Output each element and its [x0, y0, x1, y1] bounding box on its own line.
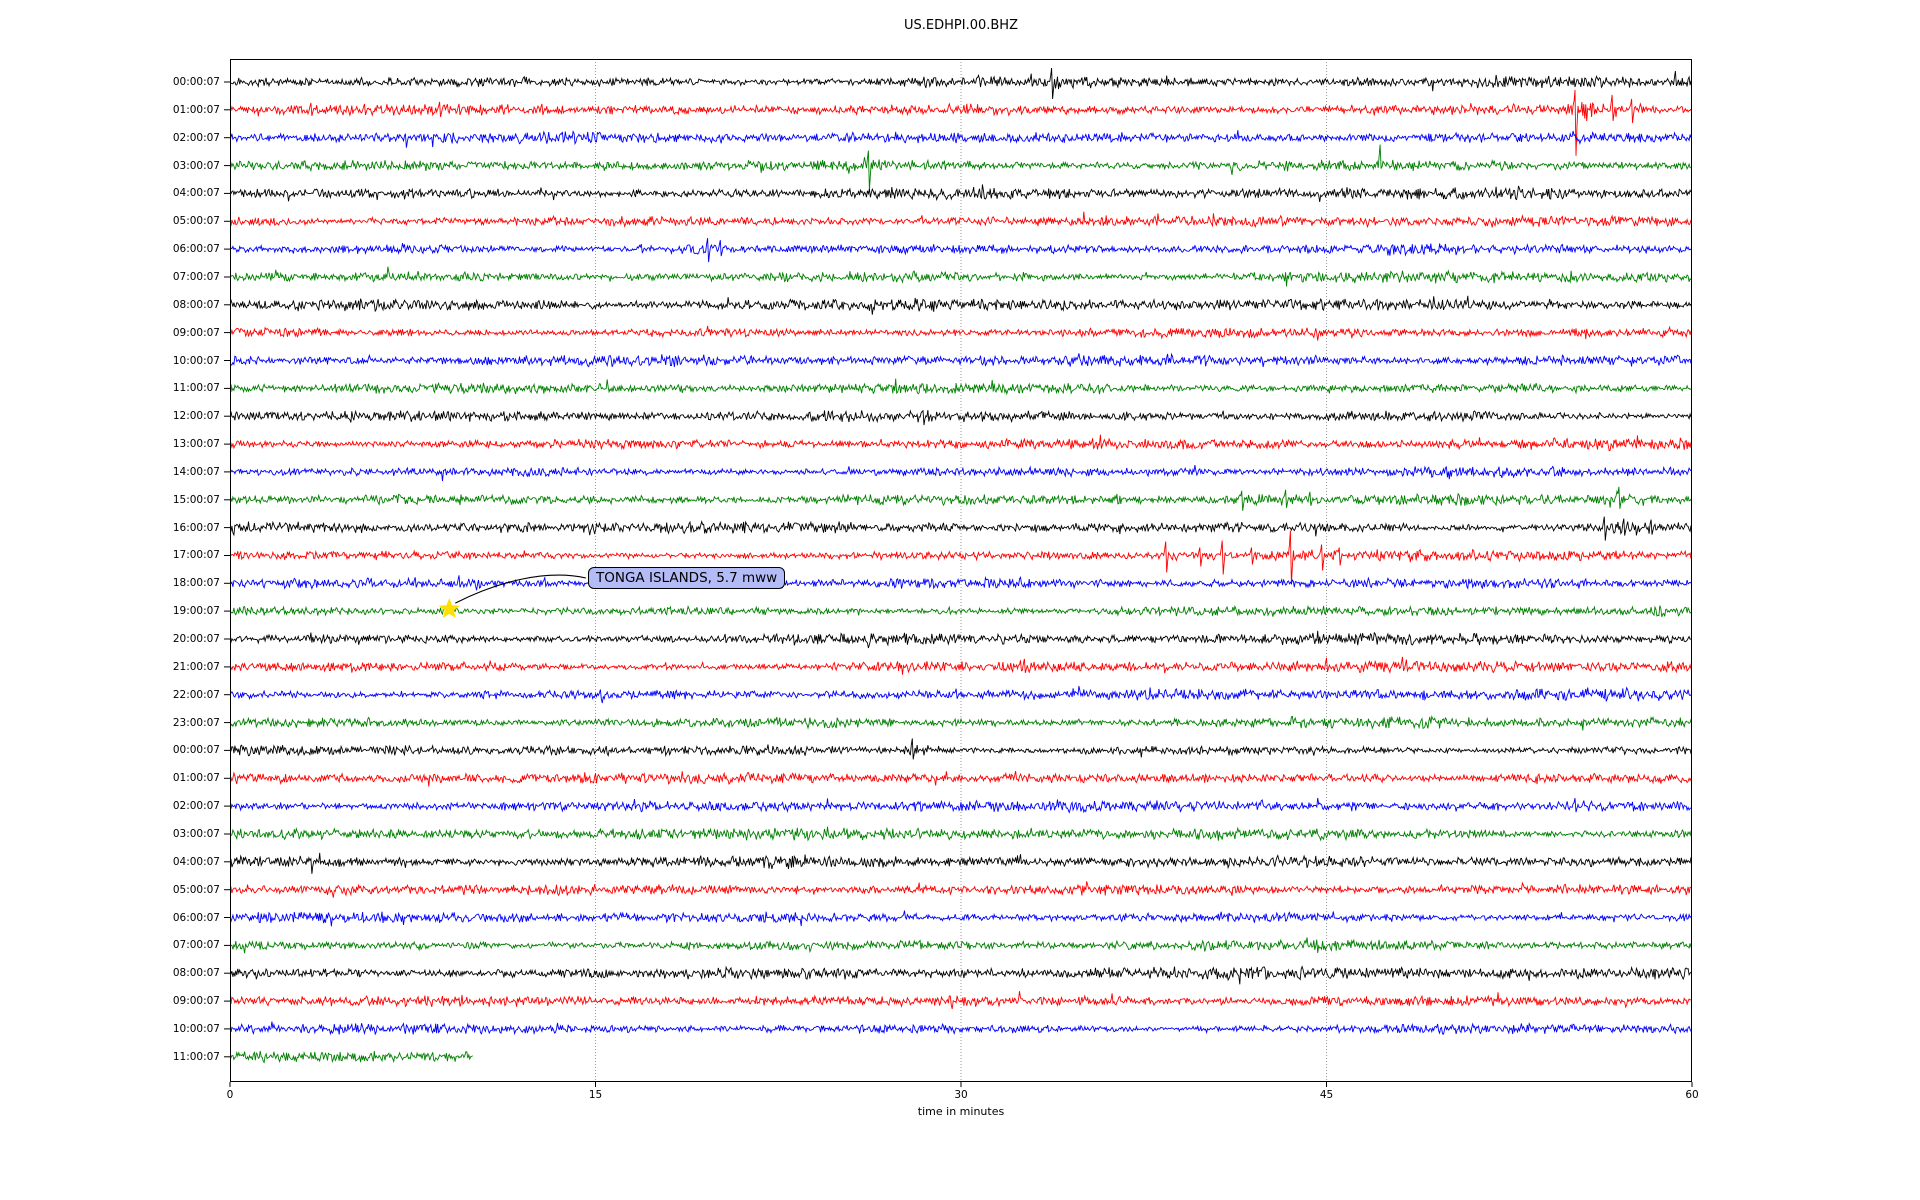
seismogram-trace — [230, 604, 1692, 618]
y-axis-label: 01:00:07 — [172, 772, 220, 785]
plot-border — [230, 59, 1692, 1082]
seismogram-trace — [230, 378, 1692, 396]
seismogram-trace — [230, 965, 1692, 985]
seismogram-trace — [230, 656, 1692, 675]
x-axis-tick-label: 15 — [588, 1089, 603, 1101]
y-axis-label: 14:00:07 — [172, 465, 220, 478]
y-axis-label: 06:00:07 — [172, 911, 220, 924]
y-axis-label: 00:00:07 — [172, 76, 220, 88]
y-axis-label: 02:00:07 — [172, 800, 220, 813]
y-axis-label: 15:00:07 — [172, 493, 220, 506]
seismogram-trace — [230, 325, 1692, 341]
seismogram-trace — [230, 238, 1692, 263]
y-axis-label: 02:00:07 — [172, 131, 220, 144]
seismogram-trace — [230, 465, 1692, 482]
seismogram-trace — [230, 797, 1692, 814]
y-axis-label: 21:00:07 — [172, 660, 220, 673]
seismogram-trace — [230, 211, 1692, 229]
y-axis-label: 20:00:07 — [172, 633, 220, 645]
y-axis-label: 05:00:07 — [172, 215, 220, 228]
y-axis-label: 05:00:07 — [172, 883, 220, 896]
annotation-arrow — [455, 574, 587, 604]
y-axis-label: 04:00:07 — [172, 187, 220, 200]
seismogram-trace — [230, 144, 1692, 191]
seismogram-trace — [230, 295, 1692, 315]
seismogram-trace — [230, 738, 1692, 760]
y-axis-label: 18:00:07 — [172, 577, 220, 590]
y-axis-label: 16:00:07 — [172, 521, 220, 534]
x-axis-tick-label: 30 — [954, 1089, 968, 1101]
seismogram-trace — [230, 714, 1692, 731]
y-axis-label: 00:00:07 — [172, 744, 220, 757]
y-axis-label: 07:00:07 — [172, 270, 220, 283]
y-axis-label: 13:00:07 — [172, 438, 220, 451]
y-axis-label: 08:00:07 — [172, 967, 220, 980]
event-annotation-box: TONGA ISLANDS, 5.7 mww — [588, 567, 786, 589]
y-axis-label: 04:00:07 — [172, 855, 220, 868]
y-axis-label: 23:00:07 — [172, 716, 220, 729]
seismogram-trace — [230, 685, 1692, 704]
seismogram-trace — [230, 991, 1692, 1010]
y-axis-label: 19:00:07 — [172, 605, 220, 618]
seismogram-trace — [230, 67, 1692, 100]
y-axis-label: 22:00:07 — [172, 688, 220, 701]
seismogram-trace — [230, 937, 1692, 954]
seismogram-trace — [230, 826, 1692, 842]
y-axis-label: 03:00:07 — [172, 159, 220, 172]
seismogram-trace — [230, 434, 1692, 452]
chart-title: US.EDHPI.00.BHZ — [904, 18, 1018, 33]
y-axis-label: 09:00:07 — [172, 326, 220, 339]
y-axis-label: 03:00:07 — [172, 827, 220, 840]
x-axis-tick-label: 0 — [226, 1089, 234, 1101]
seismogram-trace — [230, 910, 1692, 927]
seismogram-trace — [230, 575, 1692, 591]
seismogram-trace — [230, 881, 1692, 898]
y-axis-label: 07:00:07 — [172, 939, 220, 952]
y-axis-label: 10:00:07 — [172, 1022, 220, 1035]
y-axis-label: 08:00:07 — [172, 298, 220, 311]
seismogram-trace — [230, 130, 1692, 148]
y-axis-label: 09:00:07 — [172, 995, 220, 1008]
y-axis-label: 10:00:07 — [172, 354, 220, 367]
seismogram-trace — [230, 409, 1692, 426]
seismogram-trace — [230, 852, 1692, 874]
seismogram-trace — [230, 352, 1692, 368]
trace-area — [230, 59, 1692, 1082]
seismogram-trace — [230, 266, 1692, 287]
y-axis-label: 11:00:07 — [172, 1050, 220, 1063]
x-axis-tick-label: 60 — [1685, 1089, 1699, 1101]
y-axis-label: 12:00:07 — [172, 410, 220, 423]
x-axis-title: time in minutes — [917, 1105, 1005, 1118]
seismogram-trace — [230, 89, 1692, 156]
seismogram-trace — [230, 771, 1692, 787]
y-axis-label: 11:00:07 — [172, 382, 220, 395]
seismogram-trace — [230, 184, 1692, 202]
seismogram-trace — [230, 530, 1692, 585]
seismogram-trace — [230, 516, 1692, 541]
seismogram-trace — [230, 1050, 473, 1064]
seismogram-trace — [230, 1021, 1692, 1036]
y-axis-label: 17:00:07 — [172, 549, 220, 562]
x-axis-tick-label: 45 — [1319, 1089, 1334, 1101]
event-annotation-text: TONGA ISLANDS, 5.7 mww — [596, 570, 778, 586]
event-star-marker — [438, 598, 460, 618]
y-axis-label: 01:00:07 — [172, 103, 220, 116]
seismogram-trace — [230, 486, 1692, 511]
y-axis-label: 06:00:07 — [172, 243, 220, 256]
seismogram-trace — [230, 630, 1692, 649]
